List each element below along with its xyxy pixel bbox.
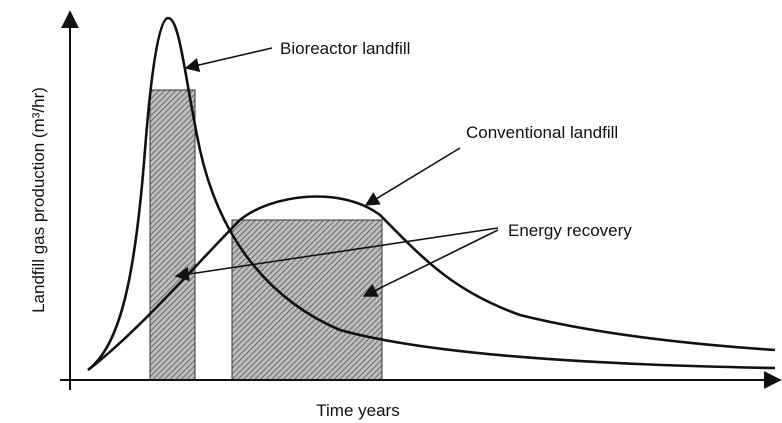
annotation-arrow	[362, 229, 499, 297]
energy-recovery-area	[231, 219, 383, 381]
annotation-arrow	[364, 147, 461, 206]
x-axis-label: Time years	[316, 401, 399, 420]
annotation: Bioreactor landfill	[280, 39, 410, 58]
annotation: Conventional landfill	[466, 123, 618, 142]
annotation-arrow	[184, 47, 273, 73]
conventional-curve	[87, 195, 776, 372]
y-axis-label: Landfill gas production (m³/hr)	[29, 87, 48, 313]
energy-recovery-area	[149, 89, 196, 381]
bioreactor-curve	[87, 16, 776, 372]
annotation: Energy recovery	[508, 221, 632, 240]
annotation-arrow	[174, 227, 499, 282]
